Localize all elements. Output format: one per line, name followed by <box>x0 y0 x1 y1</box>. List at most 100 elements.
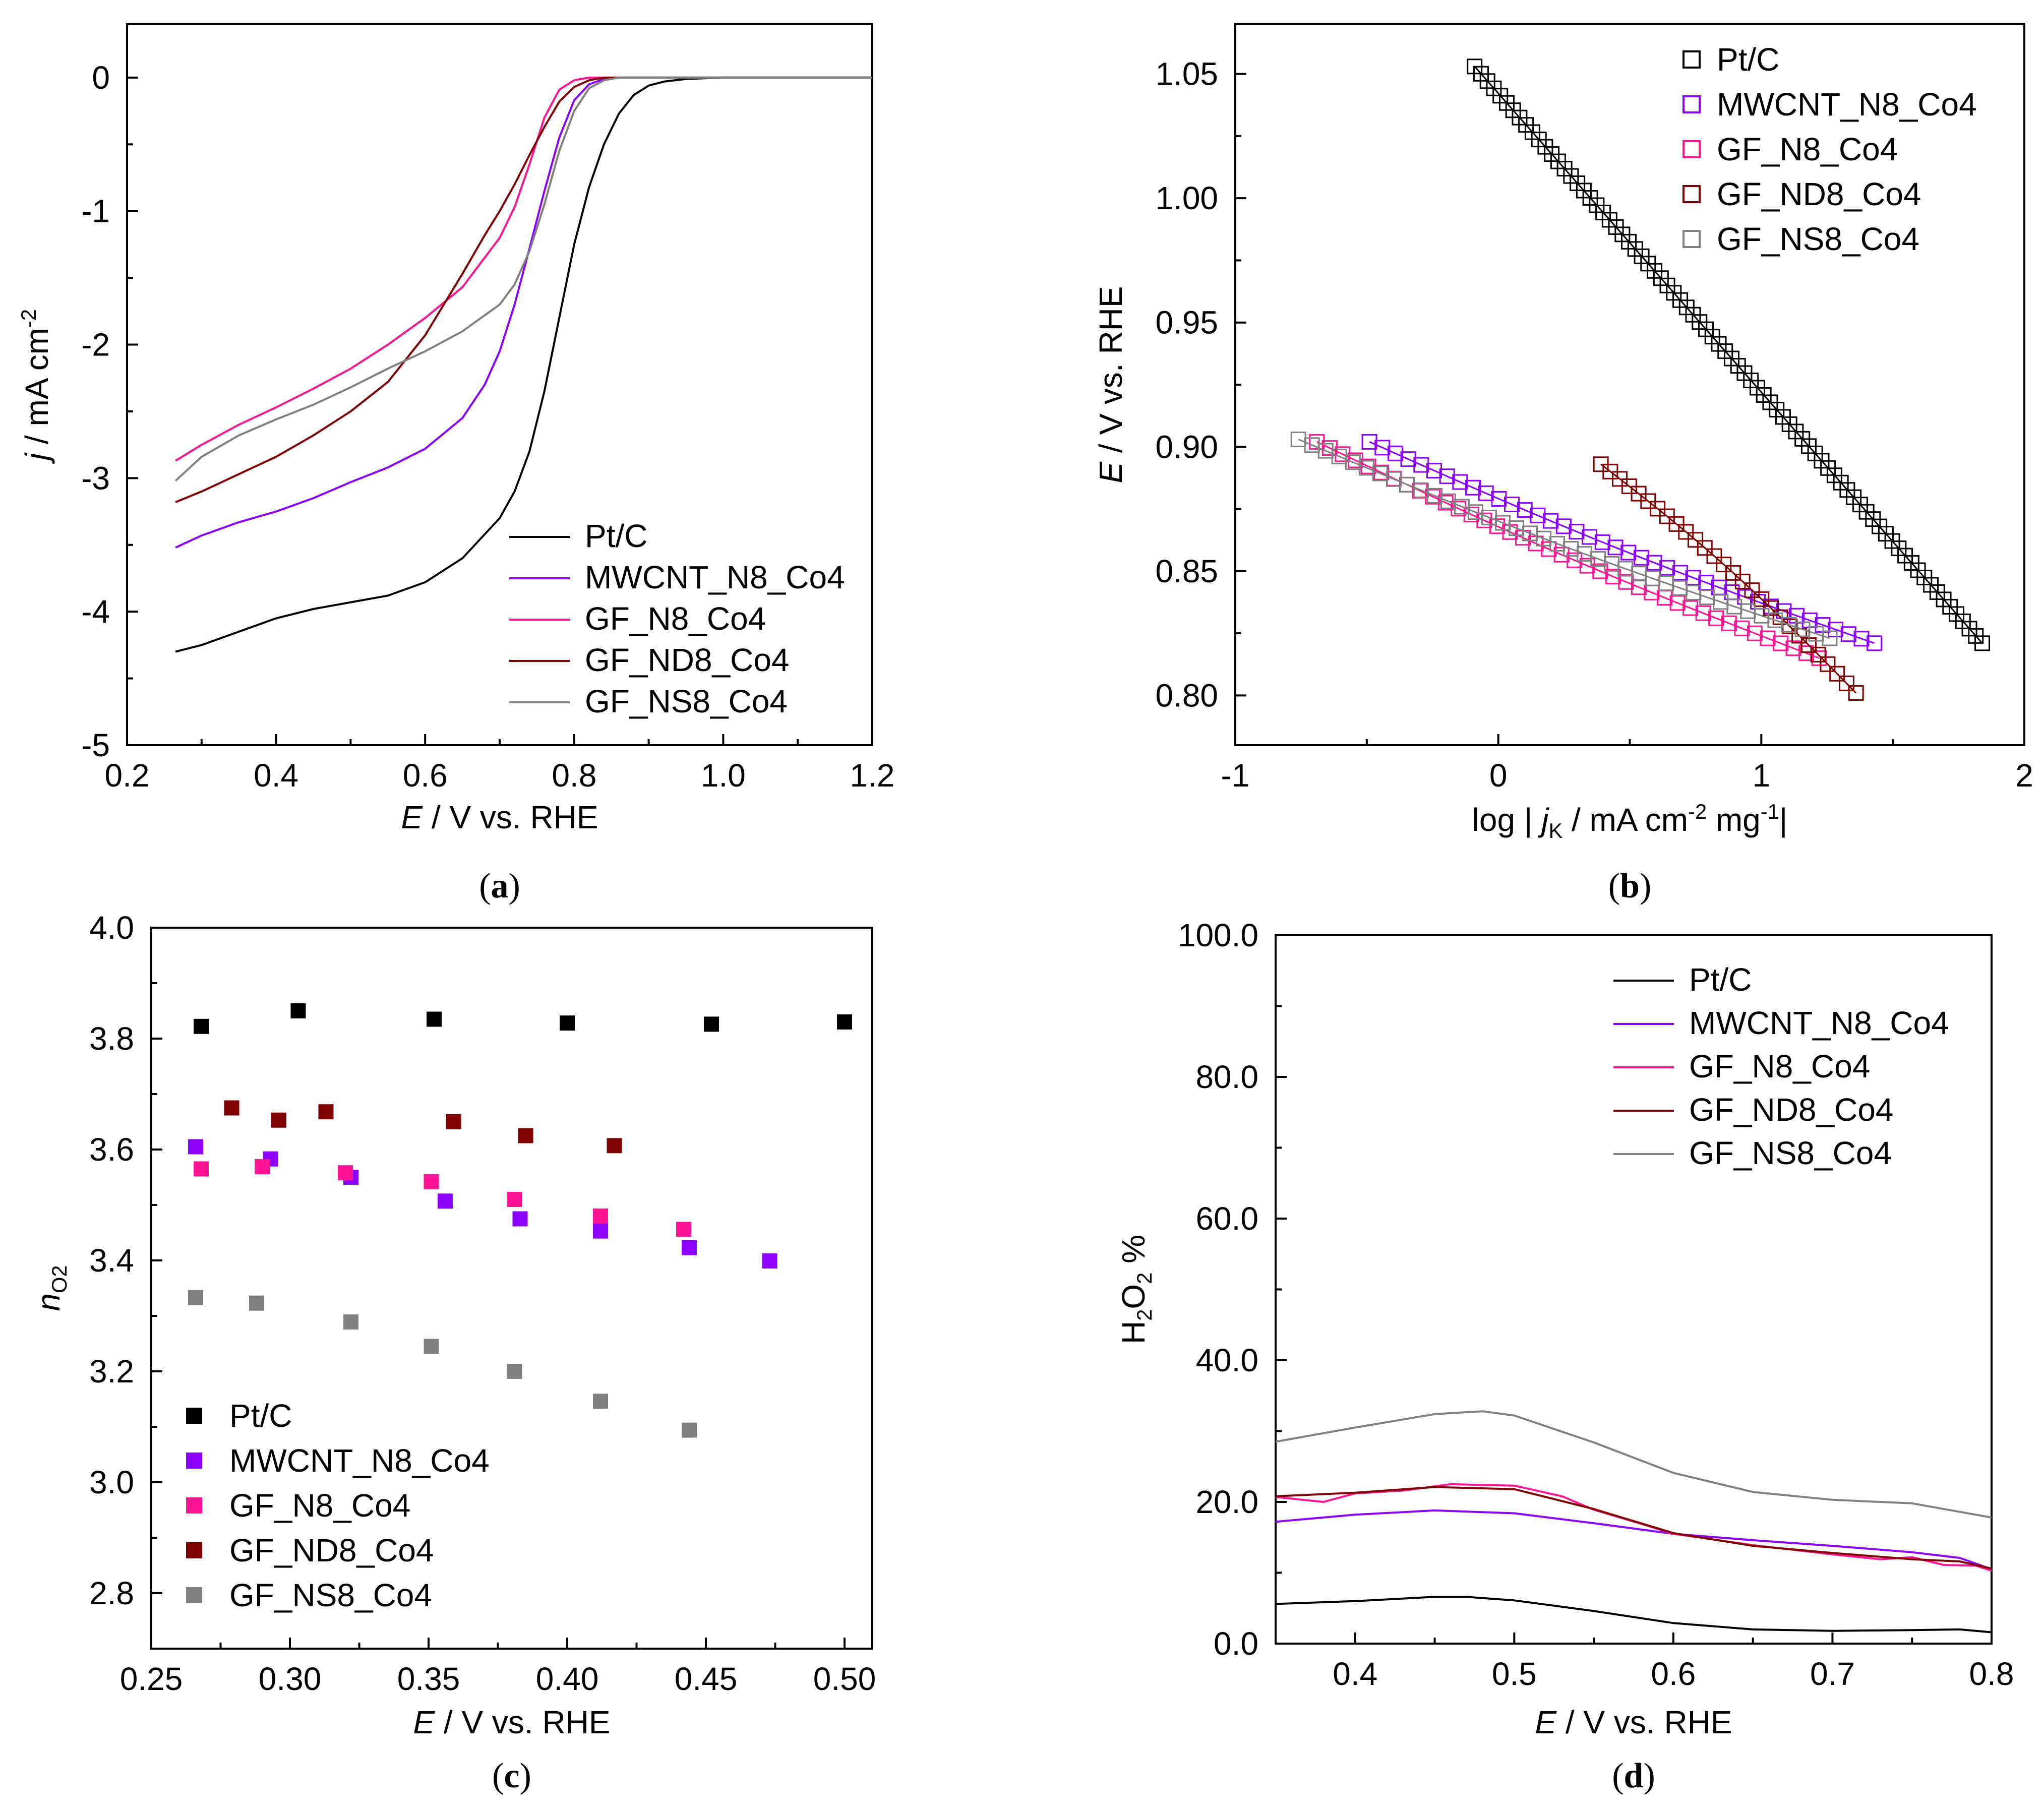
legend-label-part: MWCNT_N8_Co4 <box>1717 86 1977 123</box>
x-tick-label: 0.4 <box>254 757 298 794</box>
legend-label-part: GF_N8_Co4 <box>1689 1048 1870 1084</box>
y-tick-label-part: 60.0 <box>1195 1200 1258 1237</box>
series-3-fit-line <box>1600 463 1857 694</box>
panel-label-close: ) <box>1643 1757 1655 1795</box>
series-0-point <box>290 1003 306 1018</box>
panel-label-open: ( <box>479 867 491 905</box>
x-tick-label-part: 1.2 <box>850 757 895 794</box>
y-tick-label: 1.05 <box>1155 56 1218 92</box>
x-tick-label: 0.6 <box>403 757 448 794</box>
y-axis-label: nO2 <box>30 1265 71 1311</box>
series-1-marker <box>1840 626 1856 642</box>
series-2-marker <box>1760 630 1776 646</box>
series-2-marker <box>1553 547 1570 563</box>
series-4-point <box>188 1290 203 1305</box>
y-tick-label: 20.0 <box>1195 1484 1258 1520</box>
x-tick-label: 0.2 <box>105 757 150 794</box>
x-axis-label-part: | <box>1779 802 1788 838</box>
series-3-point <box>318 1104 334 1120</box>
series-line-0 <box>175 76 872 653</box>
y-tick-label: 0 <box>92 59 110 96</box>
x-tick-label: 0.30 <box>259 1661 322 1697</box>
series-2-point <box>255 1159 270 1175</box>
legend-label: MWCNT_N8_Co4 <box>585 559 845 595</box>
x-axis-label-part: E <box>413 1704 435 1740</box>
panel-label-open: ( <box>492 1757 504 1795</box>
series-4-point <box>507 1364 522 1379</box>
series-2-point <box>424 1174 439 1189</box>
legend-marker <box>186 1453 202 1469</box>
series-3-marker <box>1838 675 1854 691</box>
y-axis-label-part: -2 <box>17 309 40 328</box>
series-1-point <box>438 1193 453 1209</box>
series-1-marker <box>1426 462 1442 478</box>
x-tick-label: 2 <box>2015 757 2033 794</box>
series-3-point <box>271 1112 286 1128</box>
legend-label-part: GF_N8_Co4 <box>585 600 766 637</box>
legend-label-part: GF_N8_Co4 <box>229 1487 410 1524</box>
x-axis-label-part: -1 <box>1761 800 1779 823</box>
y-axis-label-part: 2 <box>1132 1273 1156 1284</box>
legend-marker <box>186 1587 202 1603</box>
x-tick-label-part: 0.30 <box>259 1661 322 1697</box>
x-tick-label-part: 1 <box>1753 757 1771 794</box>
panel-label-letter: c <box>504 1757 519 1795</box>
series-1-marker <box>1633 550 1649 566</box>
x-tick-label: 0.8 <box>552 757 596 794</box>
series-1-marker <box>1439 468 1455 485</box>
legend-label: GF_NS8_Co4 <box>585 683 788 719</box>
y-axis-label-part: E <box>1093 461 1129 484</box>
series-2-marker <box>1618 574 1634 590</box>
x-axis-label-part: E <box>401 799 423 835</box>
legend-label: GF_NS8_Co4 <box>1717 221 1919 257</box>
x-tick-label-part: 0.50 <box>813 1661 876 1697</box>
x-tick-label: 0.4 <box>1333 1656 1377 1692</box>
series-1-marker <box>1452 474 1468 490</box>
series-1-marker <box>1504 497 1520 513</box>
series-4-point <box>249 1295 264 1311</box>
y-tick-label-part: 0.90 <box>1155 429 1218 465</box>
y-tick-label: 3.6 <box>89 1131 134 1168</box>
x-axis-label-part: / V vs. RHE <box>1556 1704 1732 1740</box>
y-tick-label-part: 3.6 <box>89 1131 134 1168</box>
legend-label: GF_N8_Co4 <box>1689 1048 1870 1084</box>
x-axis-label: E / V vs. RHE <box>413 1704 610 1740</box>
x-tick-label: 0.40 <box>536 1661 599 1697</box>
series-line-0 <box>1275 1596 1992 1634</box>
x-tick-label-part: 0.5 <box>1492 1656 1537 1692</box>
panel-label-close: ) <box>520 1757 531 1795</box>
series-1-point <box>512 1211 528 1227</box>
panel-b: -1 0 1 2 0.80 0.85 0.90 0.95 1.00 1.05 Pt/C MWCNT_N… <box>1093 23 2033 905</box>
series-3-point <box>518 1128 533 1143</box>
y-axis-label-part: O <box>1115 1284 1152 1309</box>
legend-label: GF_NS8_Co4 <box>229 1577 432 1613</box>
x-tick-label-part: 0.8 <box>552 757 596 794</box>
y-tick-label-part: 1.05 <box>1155 56 1218 92</box>
panel-label: (d) <box>1612 1757 1655 1795</box>
y-tick-label-part: 40.0 <box>1195 1342 1258 1378</box>
series-4-fit-line <box>1298 439 1830 639</box>
x-axis-label: log | jK / mA cm-2 mg-1| <box>1472 800 1788 842</box>
x-axis-label-part: -2 <box>1688 800 1707 823</box>
series-4-point <box>343 1314 358 1330</box>
y-tick-label: 3.8 <box>89 1020 134 1057</box>
series-line-3 <box>175 76 872 503</box>
y-tick-label: 0.85 <box>1155 553 1218 589</box>
series-0-marker <box>1974 635 1991 651</box>
series-1-marker <box>1478 485 1494 501</box>
y-tick-label-part: 0.0 <box>1214 1625 1258 1662</box>
panel-a: 0.2 0.4 0.6 0.8 1.0 1.2 -5 -4 -3 -2 -1 0 Pt/C MWCNT_N… <box>17 23 895 905</box>
series-3-marker <box>1678 524 1694 540</box>
series-1-marker <box>1685 570 1701 586</box>
panel-label-close: ) <box>1640 867 1651 905</box>
x-tick-label-part: 0.8 <box>1969 1656 2014 1692</box>
series-3-marker <box>1829 666 1845 682</box>
y-axis-label-part: O2 <box>47 1265 71 1293</box>
series-3-marker <box>1668 516 1685 532</box>
series-2-marker <box>1463 507 1479 523</box>
series-1-marker <box>1569 523 1585 539</box>
y-tick-label-part: -4 <box>81 593 110 630</box>
legend-label-part: MWCNT_N8_Co4 <box>585 559 845 595</box>
